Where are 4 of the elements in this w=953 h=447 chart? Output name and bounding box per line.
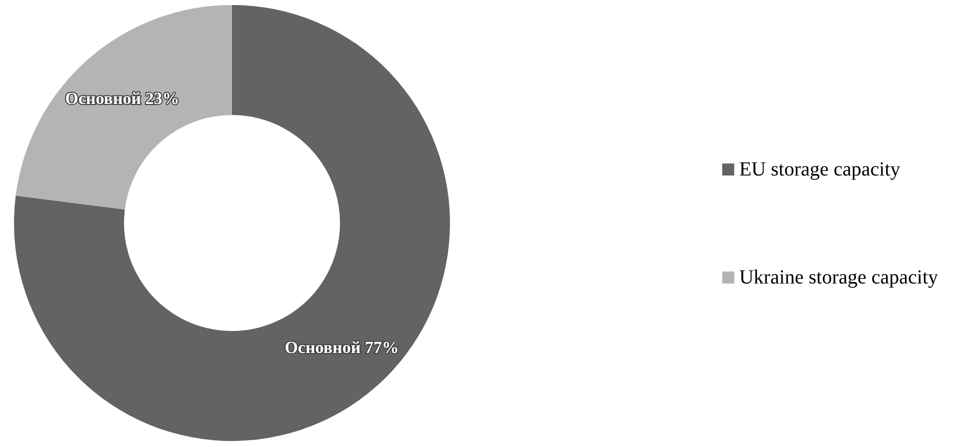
legend-label: EU storage capacity [739, 158, 900, 180]
data-label: Основной 77% [284, 338, 399, 358]
legend-label: Ukraine storage capacity [739, 266, 938, 288]
data-label: Основной 23% [65, 88, 180, 108]
